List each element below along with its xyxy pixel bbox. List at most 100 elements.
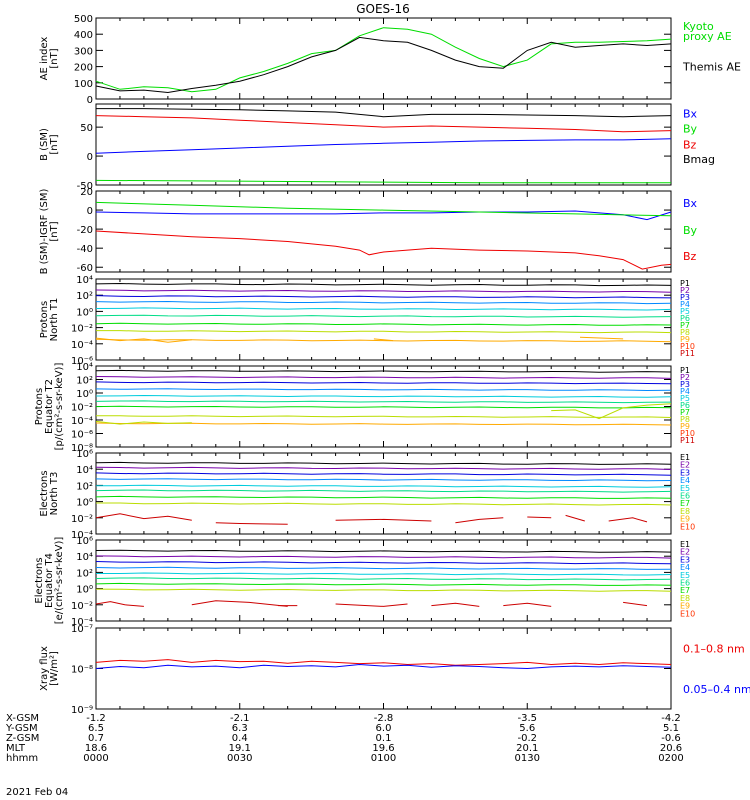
y-tick-label: 10⁻² <box>71 324 93 335</box>
channel-line <box>95 322 672 326</box>
channel-legend: E1 <box>680 540 690 549</box>
series-line <box>431 602 480 607</box>
legend-entry: 0.05–0.4 nm <box>683 683 750 696</box>
y-tick-label: -20 <box>77 225 93 236</box>
channel-line <box>95 566 672 570</box>
orbit-table: X-GSM -1.2 -2.1 -2.8 -3.5 -4.2 Y-GSM 6.5 6.3 6.0 5… <box>5 713 684 764</box>
channel-legend: E5 <box>680 484 690 493</box>
channel-legend: P3 <box>680 293 690 302</box>
channel-legend: E6 <box>680 579 690 588</box>
series-line <box>455 517 504 524</box>
channel-legend: E3 <box>680 555 690 564</box>
y-tick-label: 10⁻² <box>71 514 93 525</box>
legend-entry: Bz <box>683 250 697 263</box>
channel-legend: E7 <box>680 586 690 595</box>
y-tick-label: 10⁴ <box>76 552 93 563</box>
orbit-value: 20.1 <box>516 743 538 754</box>
channel-legend: E4 <box>680 476 690 485</box>
orbit-value: -4.2 <box>661 713 681 724</box>
y-tick-label: 10⁻² <box>71 403 93 414</box>
y-tick-label: 10⁻⁶ <box>71 430 93 441</box>
channel-legend: E1 <box>680 453 690 462</box>
panel-protons-t1: 10⁴ 10² 10⁰ 10⁻² 10⁻⁴ 10⁻⁶ Protons North T1 P1P2… <box>39 275 695 367</box>
series-line <box>95 659 672 666</box>
series-line <box>95 201 672 217</box>
series-line <box>95 601 144 607</box>
orbit-value: -0.2 <box>517 733 537 744</box>
orbit-value: 0.4 <box>232 733 248 744</box>
y-tick-label: -60 <box>77 263 93 274</box>
y-tick-label: 0 <box>87 152 93 163</box>
chart-title: GOES-16 <box>356 2 410 16</box>
orbit-value: 19.6 <box>372 743 394 754</box>
y-tick-label: 10⁶ <box>76 536 93 547</box>
y-axis-label: Equator T4 <box>44 553 55 608</box>
channel-line <box>96 484 672 488</box>
series-line <box>95 513 192 521</box>
channel-legend: P6 <box>680 314 690 323</box>
y-axis-label: Electrons <box>39 470 50 516</box>
channel-line <box>95 466 672 470</box>
y-tick-label: 10⁻⁴ <box>71 340 93 351</box>
channel-line <box>95 295 672 299</box>
series-line <box>95 179 671 184</box>
channel-line <box>95 282 672 287</box>
series-line <box>579 336 624 340</box>
series-line <box>373 338 394 342</box>
y-tick-label: 10⁻⁴ <box>71 416 93 427</box>
channel-line <box>95 381 672 385</box>
orbit-value: 0130 <box>515 753 540 764</box>
orbit-value: 6.3 <box>232 723 248 734</box>
y-tick-label: 10⁻⁹ <box>71 705 93 716</box>
series-line <box>623 601 648 607</box>
series-line <box>95 115 672 133</box>
y-tick-label: 10⁴ <box>76 465 93 476</box>
series-line <box>335 603 408 607</box>
channel-legend: E9 <box>680 602 690 611</box>
channel-line <box>95 307 672 311</box>
series-line <box>95 36 672 94</box>
y-axis-label: North T1 <box>49 298 60 342</box>
channel-legend: P3 <box>680 380 690 389</box>
legend-entry: 0.1–0.8 nm <box>683 642 745 655</box>
orbit-value: 0030 <box>227 753 252 764</box>
orbit-value: 18.6 <box>85 743 107 754</box>
channel-legend: P5 <box>680 394 690 403</box>
y-tick-label: 10⁴ <box>76 362 93 373</box>
y-tick-label: 10² <box>76 568 93 579</box>
legend-entry: Kyoto <box>683 20 714 33</box>
series-line <box>335 518 432 522</box>
channel-legend: E2 <box>680 461 690 470</box>
legend-entry: Bx <box>683 108 698 121</box>
y-tick-label: 400 <box>74 30 93 41</box>
y-axis-label: [nT] <box>49 221 60 241</box>
series-line <box>215 522 288 525</box>
y-axis-label: AE index <box>39 37 50 81</box>
channel-legend: P6 <box>680 401 690 410</box>
series-line <box>565 514 585 522</box>
orbit-value: 0000 <box>83 753 108 764</box>
orbit-value: -0.6 <box>661 733 681 744</box>
y-tick-label: 10² <box>76 291 93 302</box>
channel-legend: E5 <box>680 571 690 580</box>
panel-frame <box>95 627 672 710</box>
orbit-value: 0100 <box>371 753 396 764</box>
orbit-value: 0200 <box>658 753 683 764</box>
channel-legend: E2 <box>680 548 690 557</box>
channel-line <box>95 300 672 305</box>
channel-legend: E6 <box>680 492 690 501</box>
channel-legend: P4 <box>680 387 690 396</box>
y-tick-label: 10⁰ <box>76 389 93 400</box>
channel-legend: P10 <box>680 429 695 438</box>
channel-legend: E8 <box>680 507 690 516</box>
channel-legend: P4 <box>680 300 690 309</box>
channel-line <box>95 415 672 418</box>
channel-line <box>95 405 672 409</box>
y-tick-label: 500 <box>74 14 93 25</box>
y-tick-label: -40 <box>77 244 93 255</box>
y-tick-label: 10⁰ <box>76 307 93 318</box>
channel-legend: P9 <box>680 422 690 431</box>
series-line <box>95 138 672 154</box>
channel-legend: P11 <box>680 436 695 445</box>
